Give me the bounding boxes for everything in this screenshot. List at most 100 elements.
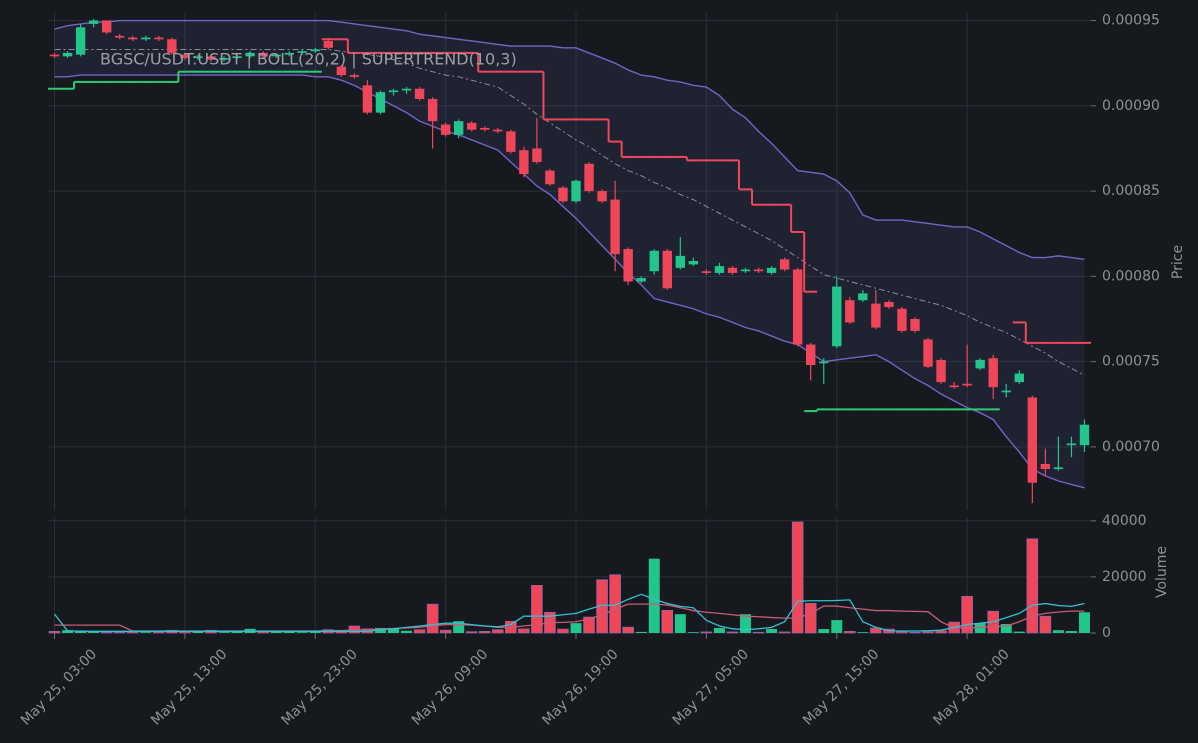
candle-body xyxy=(675,255,686,268)
candle-body xyxy=(949,385,959,388)
candle-body xyxy=(753,269,764,272)
candle-body xyxy=(1053,467,1064,470)
volume-bar xyxy=(687,632,699,633)
volume-bar xyxy=(831,620,843,633)
candle-body xyxy=(558,187,568,202)
candle-body xyxy=(662,250,672,289)
bollinger-band xyxy=(54,20,1085,488)
candle-body xyxy=(414,88,425,99)
bollinger-lower xyxy=(54,74,1085,489)
volume-bar xyxy=(1079,612,1090,633)
candle-body xyxy=(336,66,347,76)
candle-body xyxy=(427,98,438,122)
volume-bar xyxy=(804,602,817,634)
candle-body xyxy=(701,271,712,273)
candle-body xyxy=(193,56,203,59)
volume-bar xyxy=(974,623,986,633)
candle-body xyxy=(571,180,581,202)
candle-body xyxy=(845,300,855,323)
candle-body xyxy=(649,250,659,272)
candle-body xyxy=(115,35,125,38)
candle-body xyxy=(271,54,281,57)
candle-body xyxy=(727,267,738,273)
candle-body xyxy=(128,37,138,40)
volume-bar xyxy=(740,614,751,633)
volume-bar xyxy=(465,631,478,634)
candle-body xyxy=(323,40,333,48)
candle-body xyxy=(688,261,699,265)
y-axis-title: Volume xyxy=(1154,546,1170,598)
candle-body xyxy=(779,259,790,270)
candle-body xyxy=(910,318,920,331)
volume-bar xyxy=(426,603,439,634)
candle-body xyxy=(858,293,868,301)
candle-body xyxy=(245,52,255,57)
candle-body xyxy=(167,39,177,53)
volume-bar xyxy=(492,629,504,634)
candle-body xyxy=(440,124,451,135)
volume-bar xyxy=(62,630,74,633)
candle-body xyxy=(545,170,555,185)
volume-bar xyxy=(126,631,139,634)
candle-body xyxy=(1066,443,1077,446)
volume-bar xyxy=(439,629,452,634)
candle-body xyxy=(1014,373,1024,383)
y-tick-label: 0.00090 xyxy=(1102,98,1160,114)
y-tick-label: 20000 xyxy=(1102,569,1147,585)
y-tick-label: 40000 xyxy=(1102,513,1147,529)
mark-layer xyxy=(48,18,1091,634)
volume-bar xyxy=(48,631,61,634)
candle-body xyxy=(88,20,99,24)
volume-bar xyxy=(661,609,674,634)
volume-bar xyxy=(713,627,725,633)
candle-body xyxy=(584,163,594,192)
candle-body xyxy=(623,249,633,282)
candle-body xyxy=(1079,424,1090,446)
y-tick-label: 0.00070 xyxy=(1102,439,1160,455)
chart-title: BGSC/USDT:USDT | BOLL(20,2) | SUPERTREND… xyxy=(100,50,517,69)
volume-bar xyxy=(791,521,804,634)
candle-body xyxy=(375,92,386,113)
volume-bar xyxy=(557,628,569,634)
volume-bar xyxy=(583,616,595,634)
candle-body xyxy=(62,52,73,57)
candle-body xyxy=(206,56,216,60)
candle-body xyxy=(154,37,164,40)
volume-bar xyxy=(609,574,621,634)
volume-bar xyxy=(896,631,908,634)
volume-bar xyxy=(726,631,739,634)
candle-body xyxy=(258,52,268,57)
volume-bar xyxy=(100,631,113,634)
volume-bar xyxy=(622,626,634,634)
candle-body xyxy=(297,51,307,53)
volume-bar xyxy=(1052,630,1064,633)
candle-body xyxy=(714,266,725,273)
volume-bar xyxy=(961,595,973,634)
volume-bar xyxy=(453,621,465,633)
candle-body xyxy=(597,191,607,202)
y-tick-label: 0.00095 xyxy=(1102,13,1160,29)
candle-body xyxy=(519,150,529,175)
volume-ma-line xyxy=(54,593,1085,632)
candle-body xyxy=(141,37,151,40)
volume-bar xyxy=(231,631,243,633)
volume-bar xyxy=(518,628,530,634)
volume-bar xyxy=(1026,538,1039,634)
bollinger-upper xyxy=(54,19,1085,260)
volume-bar xyxy=(218,632,230,633)
volume-bar xyxy=(192,631,204,633)
candle-body xyxy=(975,359,985,369)
volume-bar xyxy=(1000,624,1012,633)
volume-bar xyxy=(766,629,778,633)
candle-body xyxy=(884,301,894,308)
volume-bar xyxy=(531,585,543,634)
candle-body xyxy=(740,269,751,272)
candle-body xyxy=(897,308,907,331)
volume-bar xyxy=(935,630,947,634)
grid-layer xyxy=(48,12,1096,639)
candle-body xyxy=(1027,397,1038,483)
candle-body xyxy=(349,75,360,77)
candle-body xyxy=(284,52,294,55)
candle-body xyxy=(636,278,646,282)
candle-body xyxy=(832,286,842,347)
